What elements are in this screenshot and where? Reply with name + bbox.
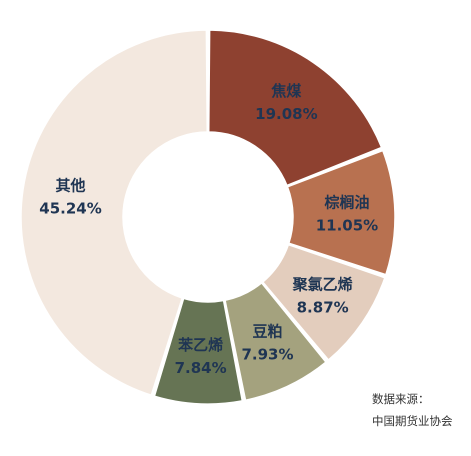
slice-1-wedge <box>207 29 383 187</box>
slice-3-name-label: 聚氯乙烯 <box>292 276 353 294</box>
slice-1-value-label: 19.08% <box>255 105 317 123</box>
source-prefix: 数据来源： <box>372 392 430 406</box>
slice-labels: 焦煤 19.08% 棕榈油 11.05% 聚氯乙烯 8.87% 豆粕 7.93% 苯乙烯 7.84… <box>39 82 378 377</box>
slice-2-wedge <box>286 149 396 276</box>
slice-4-name-label: 豆粕 <box>252 323 282 341</box>
slice-6-name-label: 其他 <box>56 176 86 194</box>
source-name: 中国期货业协会 <box>372 414 453 428</box>
slice-6-wedge <box>20 29 209 397</box>
slice-5-name-label: 苯乙烯 <box>177 336 223 354</box>
donut-slices <box>20 29 396 405</box>
slice-1-name-label: 焦煤 <box>270 82 301 100</box>
slice-4-value-label: 7.93% <box>241 346 293 364</box>
slice-2-value-label: 11.05% <box>316 217 378 235</box>
slice-6-value-label: 45.24% <box>39 199 101 217</box>
slice-5-value-label: 7.84% <box>175 359 227 377</box>
slice-3-value-label: 8.87% <box>297 299 349 317</box>
slice-2-name-label: 棕榈油 <box>324 194 369 212</box>
slice-3-wedge <box>261 243 386 362</box>
slice-4-wedge <box>224 281 328 402</box>
slice-5-wedge <box>153 297 244 405</box>
